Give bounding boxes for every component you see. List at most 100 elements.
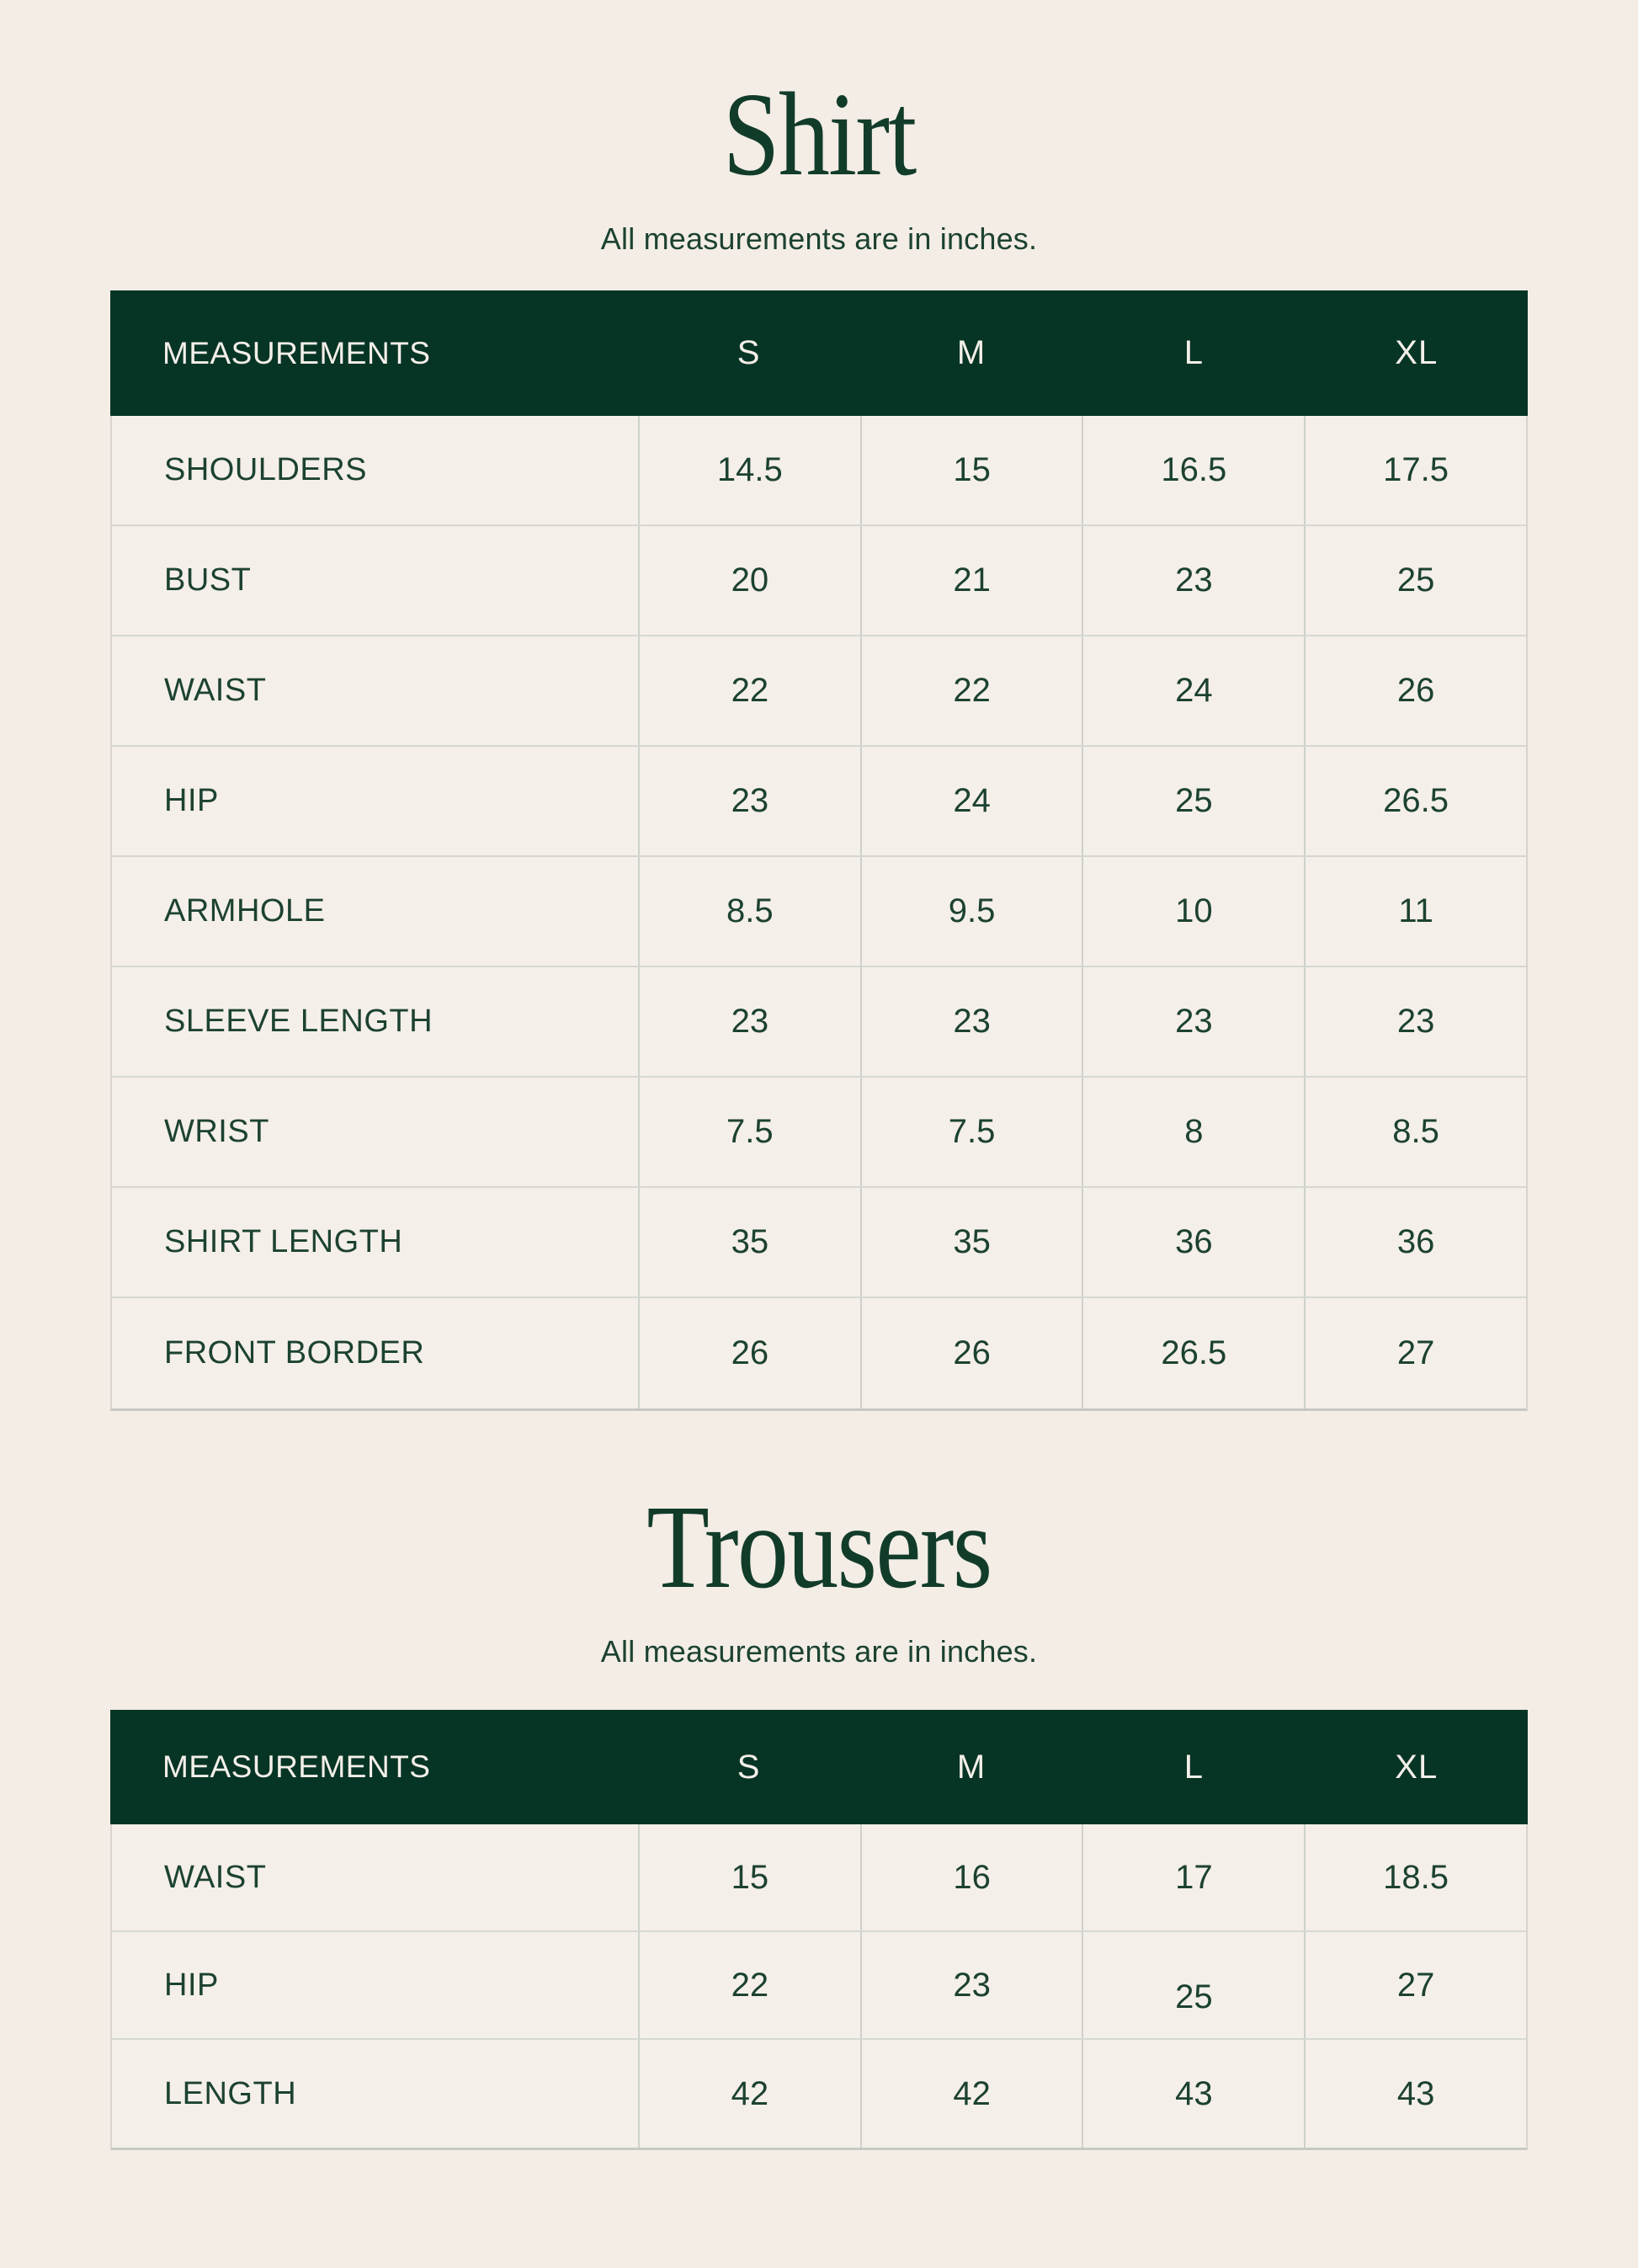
value-text: 23 <box>953 1966 991 2004</box>
value-cell: 24 <box>859 747 1082 856</box>
value-text: 24 <box>953 782 991 820</box>
value-text: 15 <box>731 1858 769 1896</box>
value-text: 21 <box>953 562 991 599</box>
table-row: ARMHOLE 8.5 9.5 10 11 <box>112 857 1526 968</box>
value-text: 11 <box>1398 892 1433 930</box>
shirt-section-subtitle: All measurements are in inches. <box>600 221 1038 256</box>
table-row: SHIRT LENGTH 35 35 36 36 <box>112 1188 1526 1299</box>
value-cell: 8 <box>1082 1078 1304 1187</box>
value-cell: 20 <box>637 526 860 636</box>
header-cell-size-xl: XL <box>1395 1748 1439 1786</box>
value-cell: 14.5 <box>637 416 860 525</box>
value-cell: 24 <box>1082 636 1304 746</box>
value-text: 23 <box>1175 562 1213 599</box>
row-label-cell: SHIRT LENGTH <box>164 1224 403 1260</box>
value-cell: 23 <box>1082 526 1304 636</box>
value-cell: 26 <box>637 1298 860 1409</box>
table-row: WAIST 15 16 17 18.5 <box>112 1824 1526 1933</box>
table-row: FRONT BORDER 26 26 26.5 27 <box>112 1298 1526 1409</box>
value-text: 26.5 <box>1383 782 1449 820</box>
value-text: 22 <box>731 672 769 710</box>
table-header-row: MEASUREMENTS S M L XL <box>110 290 1528 417</box>
value-cell: 25 <box>1082 1932 1304 2039</box>
value-cell: 26 <box>859 1298 1082 1409</box>
row-label-cell: WAIST <box>164 1859 267 1895</box>
value-cell: 25 <box>1304 526 1526 636</box>
value-cell: 15 <box>859 416 1082 525</box>
value-cell: 23 <box>1304 967 1526 1077</box>
row-label-cell: HIP <box>164 783 219 819</box>
table-body: SHOULDERS 14.5 15 16.5 17.5 BUST 20 21 23 25 WAIST… <box>110 416 1528 1412</box>
value-text: 7.5 <box>948 1113 996 1151</box>
shirt-title-text: Shirt <box>722 67 917 200</box>
trousers-section-subtitle: All measurements are in inches. <box>600 1634 1038 1669</box>
header-cell-measurements: MEASUREMENTS <box>162 335 431 370</box>
value-cell: 26.5 <box>1304 747 1526 856</box>
value-text: 23 <box>731 1003 769 1041</box>
row-label-cell: SLEEVE LENGTH <box>164 1004 433 1040</box>
value-text: 15 <box>953 451 991 489</box>
value-cell: 26.5 <box>1082 1298 1304 1409</box>
value-text: 26 <box>1396 672 1435 710</box>
row-label-cell: WRIST <box>164 1114 269 1150</box>
value-cell: 26 <box>1304 636 1526 746</box>
value-text: 35 <box>953 1223 991 1261</box>
value-cell: 7.5 <box>859 1078 1082 1187</box>
table-row: HIP 23 24 25 26.5 <box>112 747 1526 858</box>
table-row: HIP 22 23 25 27 <box>112 1932 1526 2041</box>
value-text: 43 <box>1175 2074 1213 2112</box>
value-text: 26.5 <box>1161 1334 1227 1372</box>
table-header-row: MEASUREMENTS S M L XL <box>110 1710 1528 1825</box>
value-cell: 42 <box>859 2040 1082 2148</box>
header-cell-measurements: MEASUREMENTS <box>162 1749 431 1785</box>
row-label-cell: BUST <box>164 562 252 599</box>
row-label-cell: SHOULDERS <box>164 452 367 488</box>
value-text: 20 <box>731 562 769 599</box>
value-text: 22 <box>953 672 991 710</box>
value-cell: 18.5 <box>1304 1824 1526 1931</box>
value-text: 27 <box>1396 1334 1435 1372</box>
value-cell: 36 <box>1082 1188 1304 1297</box>
header-cell-size-l: L <box>1183 334 1204 372</box>
value-text: 36 <box>1396 1223 1435 1261</box>
row-label-cell: LENGTH <box>164 2075 297 2111</box>
value-cell: 17 <box>1082 1824 1304 1931</box>
row-label-cell: WAIST <box>164 673 267 709</box>
value-cell: 43 <box>1082 2040 1304 2148</box>
header-cell-size-s: S <box>737 1748 761 1786</box>
value-text: 42 <box>731 2074 769 2112</box>
value-cell: 16 <box>859 1824 1082 1931</box>
row-label-cell: HIP <box>164 1967 219 2003</box>
row-label-cell: ARMHOLE <box>164 893 326 929</box>
value-cell: 42 <box>637 2040 860 2148</box>
table-row: WAIST 22 22 24 26 <box>112 636 1526 748</box>
header-cell-size-s: S <box>737 334 761 372</box>
value-text: 23 <box>953 1003 991 1041</box>
trousers-section-title: Trousers <box>0 1411 1638 1606</box>
value-text: 22 <box>731 1966 769 2004</box>
value-cell: 15 <box>637 1824 860 1931</box>
value-cell: 11 <box>1304 857 1526 966</box>
trousers-section: Trousers All measurements are in inches.… <box>0 1411 1638 2151</box>
value-text: 35 <box>731 1223 769 1261</box>
value-text: 25 <box>1396 562 1435 599</box>
value-cell: 10 <box>1082 857 1304 966</box>
value-cell: 43 <box>1304 2040 1526 2148</box>
value-text: 16 <box>953 1858 991 1896</box>
table-row: LENGTH 42 42 43 43 <box>112 2040 1526 2148</box>
value-text: 42 <box>953 2074 991 2112</box>
value-cell: 22 <box>637 636 860 746</box>
value-cell: 35 <box>859 1188 1082 1297</box>
value-text: 8 <box>1184 1113 1204 1151</box>
value-cell: 23 <box>1082 967 1304 1077</box>
value-cell: 8.5 <box>637 857 860 966</box>
value-text: 43 <box>1396 2074 1435 2112</box>
value-cell: 35 <box>637 1188 860 1297</box>
value-text: 23 <box>1175 1003 1213 1041</box>
value-cell: 23 <box>859 967 1082 1077</box>
value-text: 26 <box>953 1334 991 1372</box>
value-text: 23 <box>731 782 769 820</box>
value-cell: 22 <box>859 636 1082 746</box>
value-text: 25 <box>1175 782 1213 820</box>
